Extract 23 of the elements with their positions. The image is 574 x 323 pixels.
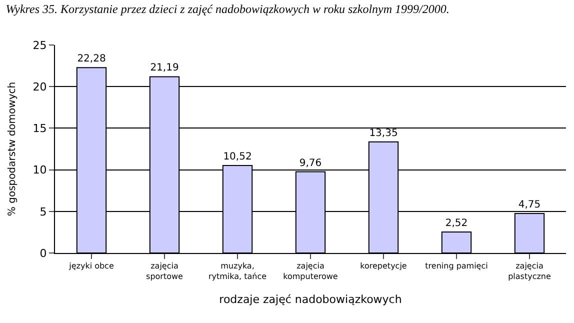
x-tick-label: trening pamięci bbox=[425, 262, 488, 271]
x-tick-label: zajęcia sportowe bbox=[146, 262, 184, 281]
data-label: 4,75 bbox=[518, 199, 541, 210]
y-axis-title: % gospodarstw domowych bbox=[6, 82, 18, 216]
data-label: 9,76 bbox=[299, 158, 322, 169]
x-tick-label: muzyka, rytmika, tańce bbox=[208, 262, 267, 281]
x-tick-label: zajęcia komputerowe bbox=[283, 262, 338, 281]
data-label: 2,52 bbox=[445, 218, 468, 230]
x-tick-label: języki obce bbox=[68, 262, 114, 271]
x-axis-title: rodzaje zajęć nadobowiązkowych bbox=[219, 293, 402, 306]
y-tick-label: 20 bbox=[32, 80, 47, 94]
x-tick-label: korepetycje bbox=[360, 262, 407, 271]
y-tick-label: 0 bbox=[40, 246, 47, 260]
chart-title: Wykres 35. Korzystanie przez dzieci z zajęć nadobowiązkowych w roku szkolnym 1999/2000. bbox=[6, 2, 450, 16]
y-tick-label: 25 bbox=[32, 38, 47, 52]
data-label: 22,28 bbox=[77, 54, 106, 65]
data-label: 10,52 bbox=[223, 151, 252, 162]
y-tick-label: 15 bbox=[32, 122, 47, 136]
data-label: 13,35 bbox=[369, 128, 398, 139]
y-tick-label: 5 bbox=[40, 205, 47, 218]
x-tick-label: zajęcia plastyczne bbox=[508, 262, 551, 281]
data-label: 21,19 bbox=[150, 62, 179, 74]
y-tick-label: 10 bbox=[32, 164, 47, 177]
